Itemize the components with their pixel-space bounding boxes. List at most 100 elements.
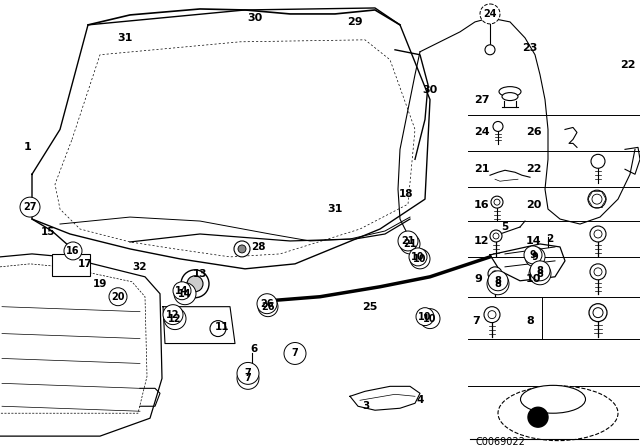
Circle shape	[164, 308, 186, 330]
Circle shape	[238, 245, 246, 253]
Circle shape	[593, 308, 603, 318]
Circle shape	[589, 304, 607, 322]
Text: 10: 10	[413, 254, 427, 264]
Circle shape	[181, 270, 209, 298]
Circle shape	[594, 268, 602, 276]
Text: 22: 22	[526, 164, 541, 174]
Text: 9: 9	[530, 250, 536, 260]
Text: 8: 8	[495, 276, 501, 286]
Text: 26: 26	[261, 302, 275, 312]
Circle shape	[487, 273, 509, 295]
Text: 29: 29	[347, 17, 363, 27]
Circle shape	[490, 230, 502, 242]
Text: 9: 9	[532, 252, 538, 262]
Circle shape	[237, 367, 259, 389]
Text: 8: 8	[495, 279, 501, 289]
Text: 7: 7	[244, 368, 252, 379]
Text: 28: 28	[251, 242, 265, 252]
Text: 2: 2	[547, 234, 554, 244]
Text: 20: 20	[526, 200, 541, 210]
Circle shape	[493, 121, 503, 131]
Text: 21: 21	[403, 239, 417, 249]
Circle shape	[592, 194, 602, 204]
Circle shape	[187, 276, 203, 292]
Circle shape	[284, 343, 306, 364]
Circle shape	[163, 305, 183, 325]
Circle shape	[588, 190, 606, 208]
Text: 31: 31	[117, 33, 132, 43]
Text: 7: 7	[244, 373, 252, 383]
Text: 7: 7	[292, 349, 298, 358]
Circle shape	[590, 226, 606, 242]
Text: 26: 26	[526, 127, 541, 138]
Ellipse shape	[498, 386, 618, 440]
Text: 22: 22	[620, 60, 636, 70]
Circle shape	[174, 283, 196, 305]
Text: 24: 24	[474, 127, 490, 138]
Text: 16: 16	[67, 246, 80, 256]
Circle shape	[488, 310, 496, 319]
Text: 14: 14	[175, 286, 189, 296]
Circle shape	[109, 288, 127, 306]
Circle shape	[410, 249, 430, 269]
Circle shape	[420, 309, 440, 328]
Text: 10: 10	[412, 252, 425, 262]
Text: 27: 27	[23, 202, 36, 212]
Text: 17: 17	[77, 259, 92, 269]
Circle shape	[528, 407, 548, 427]
Text: 26: 26	[260, 299, 274, 309]
Circle shape	[594, 230, 602, 238]
Ellipse shape	[499, 86, 521, 97]
Circle shape	[485, 45, 495, 55]
Text: 30: 30	[422, 85, 438, 95]
Text: 7: 7	[472, 316, 480, 326]
Text: 11: 11	[215, 322, 229, 332]
Text: 8: 8	[526, 316, 534, 326]
Text: 20: 20	[111, 292, 125, 302]
Circle shape	[234, 241, 250, 257]
Circle shape	[400, 234, 420, 254]
Circle shape	[257, 294, 277, 314]
Text: 15: 15	[41, 227, 55, 237]
Bar	[52, 254, 90, 276]
Text: 1: 1	[24, 142, 32, 152]
Text: 32: 32	[132, 262, 147, 272]
Circle shape	[591, 154, 605, 168]
Text: 16: 16	[474, 200, 490, 210]
Circle shape	[210, 321, 226, 336]
Circle shape	[524, 246, 542, 264]
Circle shape	[492, 271, 498, 277]
Circle shape	[20, 197, 40, 217]
Text: 14: 14	[526, 236, 541, 246]
Text: 14: 14	[179, 289, 192, 299]
Circle shape	[529, 263, 551, 285]
Circle shape	[494, 199, 500, 205]
Text: 12: 12	[474, 236, 490, 246]
Circle shape	[258, 297, 278, 317]
Text: 10: 10	[419, 312, 432, 322]
Text: 8: 8	[536, 266, 543, 276]
Text: 8: 8	[536, 269, 543, 279]
Circle shape	[530, 261, 550, 281]
Circle shape	[491, 196, 503, 208]
Text: 23: 23	[522, 43, 538, 53]
Text: 30: 30	[248, 13, 262, 23]
Text: 27: 27	[474, 95, 490, 104]
Circle shape	[173, 282, 191, 300]
Circle shape	[493, 233, 499, 239]
Text: 9: 9	[474, 274, 482, 284]
Ellipse shape	[520, 385, 586, 413]
Text: 5: 5	[501, 222, 509, 232]
Text: 18: 18	[399, 189, 413, 199]
Circle shape	[480, 4, 500, 24]
Text: 10: 10	[423, 314, 436, 323]
Text: 13: 13	[193, 269, 207, 279]
Text: 10: 10	[526, 274, 541, 284]
Text: 19: 19	[93, 279, 107, 289]
Circle shape	[590, 264, 606, 280]
Ellipse shape	[502, 93, 518, 100]
Circle shape	[525, 247, 545, 267]
Circle shape	[488, 267, 502, 281]
Text: 31: 31	[327, 204, 342, 214]
Text: 21: 21	[474, 164, 490, 174]
